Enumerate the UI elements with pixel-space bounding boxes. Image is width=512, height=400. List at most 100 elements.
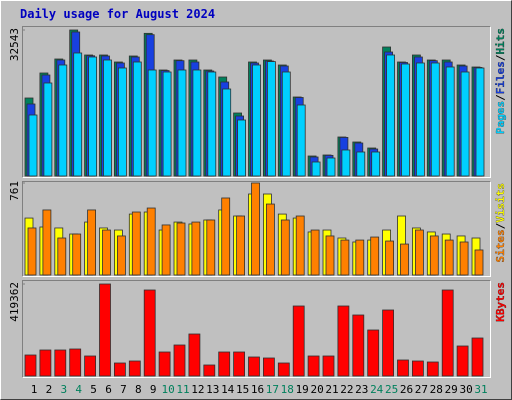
chart-title: Daily usage for August 2024 — [20, 7, 215, 21]
bar — [355, 239, 365, 276]
bar — [218, 351, 231, 377]
bar — [296, 104, 306, 177]
bar — [385, 240, 395, 276]
legend: Sites/Visits — [494, 183, 507, 263]
bar — [188, 333, 201, 377]
bar — [337, 305, 350, 377]
bar — [248, 356, 260, 377]
bar — [474, 249, 484, 276]
bar — [99, 283, 111, 377]
bar — [326, 157, 336, 177]
bar — [132, 61, 142, 177]
bar — [222, 88, 232, 177]
bar — [411, 360, 424, 377]
bar — [58, 64, 68, 177]
bar — [262, 357, 275, 377]
x-tick-label: 30 — [459, 383, 472, 396]
legend-entry: Files — [494, 61, 507, 94]
bar — [233, 351, 246, 377]
bar — [72, 233, 82, 276]
bar — [414, 229, 424, 276]
bar — [87, 209, 96, 276]
bar — [400, 243, 409, 276]
bar — [444, 239, 454, 276]
bar — [307, 355, 320, 377]
bar — [280, 219, 290, 276]
bar — [162, 71, 172, 177]
x-tick-label: 2 — [46, 383, 53, 396]
x-tick-label: 28 — [430, 383, 443, 396]
bar — [24, 354, 37, 377]
plot-bevel — [22, 26, 491, 178]
legend-entry: KBytes — [494, 282, 507, 322]
bar — [43, 82, 53, 177]
plot-bevel — [22, 181, 491, 277]
x-tick-label: 9 — [150, 383, 157, 396]
bar — [341, 149, 351, 177]
plot-bevel — [22, 280, 491, 378]
bar — [252, 64, 261, 177]
bar — [191, 221, 201, 276]
x-tick-label: 18 — [281, 383, 294, 396]
x-tick-label: 5 — [90, 383, 97, 396]
bar — [88, 56, 97, 177]
bar — [295, 215, 305, 276]
bar — [322, 355, 335, 377]
x-tick-label: 7 — [120, 383, 127, 396]
bar — [356, 151, 366, 177]
bar — [28, 114, 38, 177]
bar — [118, 67, 127, 177]
bar — [176, 222, 186, 276]
x-tick-label: 20 — [310, 383, 323, 396]
bar — [310, 229, 320, 276]
bar — [161, 224, 171, 276]
x-tick-label: 19 — [296, 383, 309, 396]
bar — [236, 215, 246, 276]
x-tick-label: 12 — [191, 383, 204, 396]
bar — [370, 236, 380, 276]
legend: KBytes — [494, 282, 507, 322]
bar — [158, 351, 171, 377]
legend: Pages/Files/Hits — [494, 28, 507, 134]
bar — [460, 71, 470, 177]
x-tick-label: 17 — [266, 383, 279, 396]
bar — [277, 362, 290, 377]
bar — [386, 54, 396, 177]
bar — [69, 348, 82, 377]
bar — [397, 359, 409, 377]
bar — [73, 52, 83, 177]
bar — [475, 67, 485, 177]
x-tick-label: 8 — [135, 383, 142, 396]
bar — [471, 337, 484, 377]
bar — [117, 235, 126, 276]
bar — [173, 344, 186, 377]
x-tick-label: 24 — [370, 383, 384, 396]
bar — [102, 229, 111, 276]
y-tick-label: 32543 — [8, 28, 21, 61]
legend-separator: / — [494, 94, 507, 101]
bar — [42, 209, 52, 276]
x-tick-label: 31 — [474, 383, 487, 396]
bar — [114, 362, 126, 377]
bar — [415, 62, 425, 177]
bar — [27, 227, 37, 276]
bar — [203, 364, 216, 377]
x-tick-label: 26 — [400, 383, 413, 396]
bar — [456, 345, 469, 377]
legend-entry: Visits — [494, 183, 507, 223]
bar — [131, 211, 141, 276]
bar — [251, 182, 260, 276]
bar — [146, 207, 156, 276]
x-tick-label: 21 — [325, 383, 338, 396]
bar — [237, 119, 247, 177]
bar — [459, 241, 469, 276]
bar — [311, 161, 321, 177]
legend-entry: Sites — [494, 229, 507, 262]
x-tick-label: 25 — [385, 383, 398, 396]
bar — [54, 349, 67, 377]
bar — [352, 314, 365, 377]
bar — [281, 71, 291, 177]
x-tick-label: 29 — [445, 383, 458, 396]
bar — [371, 151, 381, 177]
